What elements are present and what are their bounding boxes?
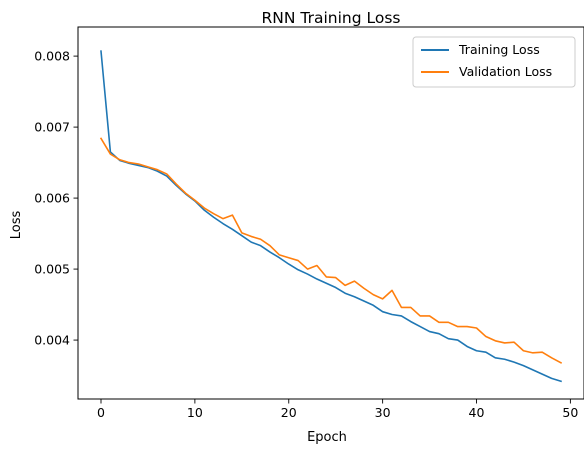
legend: Training Loss Validation Loss <box>412 36 576 88</box>
legend-label-training-loss: Training Loss <box>458 42 540 57</box>
legend-box <box>412 36 576 88</box>
y-tick-label: 0.008 <box>34 49 70 64</box>
x-axis-ticks: 0 10 20 30 40 50 <box>97 399 578 420</box>
x-tick-label: 50 <box>562 405 578 420</box>
y-axis-label: Loss <box>9 211 24 240</box>
series-line-validation-loss <box>99 137 563 364</box>
y-tick-label: 0.005 <box>34 262 70 277</box>
x-axis-label: Epoch <box>307 430 347 445</box>
x-tick-label: 40 <box>469 405 485 420</box>
x-tick-label: 0 <box>97 405 105 420</box>
plot-frame <box>77 26 584 400</box>
y-tick-label: 0.004 <box>34 333 70 348</box>
y-axis-ticks: 0.004 0.005 0.006 0.007 0.008 <box>34 49 78 348</box>
x-tick-label: 20 <box>281 405 297 420</box>
y-tick-label: 0.006 <box>34 191 70 206</box>
y-tick-label: 0.007 <box>34 120 70 135</box>
x-tick-label: 30 <box>375 405 391 420</box>
series-line-training-loss <box>100 50 562 383</box>
legend-label-validation-loss: Validation Loss <box>459 64 552 79</box>
chart-title: RNN Training Loss <box>262 9 401 27</box>
plot-area <box>99 50 563 383</box>
x-tick-label: 10 <box>187 405 203 420</box>
